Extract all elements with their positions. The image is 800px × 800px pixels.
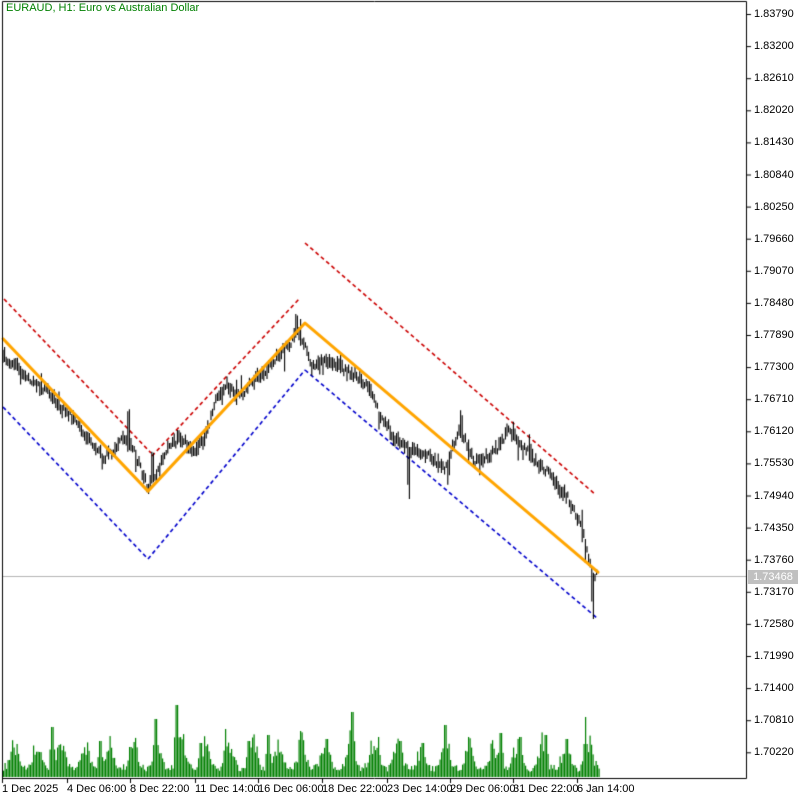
price-axis-label: 1.76710 (754, 393, 794, 406)
current-price-badge: 1.73468 (748, 569, 798, 584)
price-axis-label: 1.72580 (754, 617, 794, 630)
price-axis-label: 1.79070 (754, 264, 794, 277)
time-axis-label: 8 Dec 22:00 (130, 783, 190, 795)
price-axis-label: 1.79660 (754, 232, 794, 245)
price-axis-label: 1.76120 (754, 425, 794, 438)
price-axis-label: 1.70220 (754, 746, 794, 759)
price-axis-label: 1.73170 (754, 585, 794, 598)
chart-title: EURAUD, H1: Euro vs Australian Dollar (6, 2, 200, 14)
price-axis-label: 1.78480 (754, 296, 794, 309)
price-axis-label: 1.74350 (754, 521, 794, 534)
price-axis-label: 1.82610 (754, 72, 794, 85)
time-axis-label: 23 Dec 14:00 (387, 783, 453, 795)
price-axis-label: 1.80840 (754, 168, 794, 181)
price-axis-label: 1.77890 (754, 329, 794, 341)
time-axis-label: 6 Jan 14:00 (577, 783, 635, 795)
price-axis-label: 1.73760 (754, 553, 794, 566)
time-axis-label: 4 Dec 06:00 (67, 783, 127, 795)
price-axis-label: 1.81430 (754, 136, 794, 149)
price-axis-label: 1.80250 (754, 200, 794, 213)
price-axis-label: 1.83200 (754, 40, 794, 53)
price-axis-label: 1.75530 (754, 457, 794, 470)
time-axis-label: 29 Dec 06:00 (450, 783, 516, 795)
price-axis-label: 1.71400 (754, 682, 794, 695)
price-axis-label: 1.71990 (754, 650, 794, 662)
price-axis-label: 1.74940 (754, 489, 794, 502)
time-axis-label: 16 Dec 06:00 (258, 783, 324, 795)
time-axis-label: 31 Dec 22:00 (513, 783, 579, 795)
time-axis-label: 11 Dec 14:00 (195, 783, 260, 795)
price-axis-label: 1.83790 (754, 8, 794, 20)
price-axis-label: 1.70810 (754, 714, 794, 727)
time-axis-label: 1 Dec 2025 (2, 783, 59, 795)
price-axis-label: 1.77300 (754, 361, 794, 374)
price-axis-label: 1.82020 (754, 104, 794, 117)
time-axis-label: 18 Dec 22:00 (322, 783, 388, 795)
